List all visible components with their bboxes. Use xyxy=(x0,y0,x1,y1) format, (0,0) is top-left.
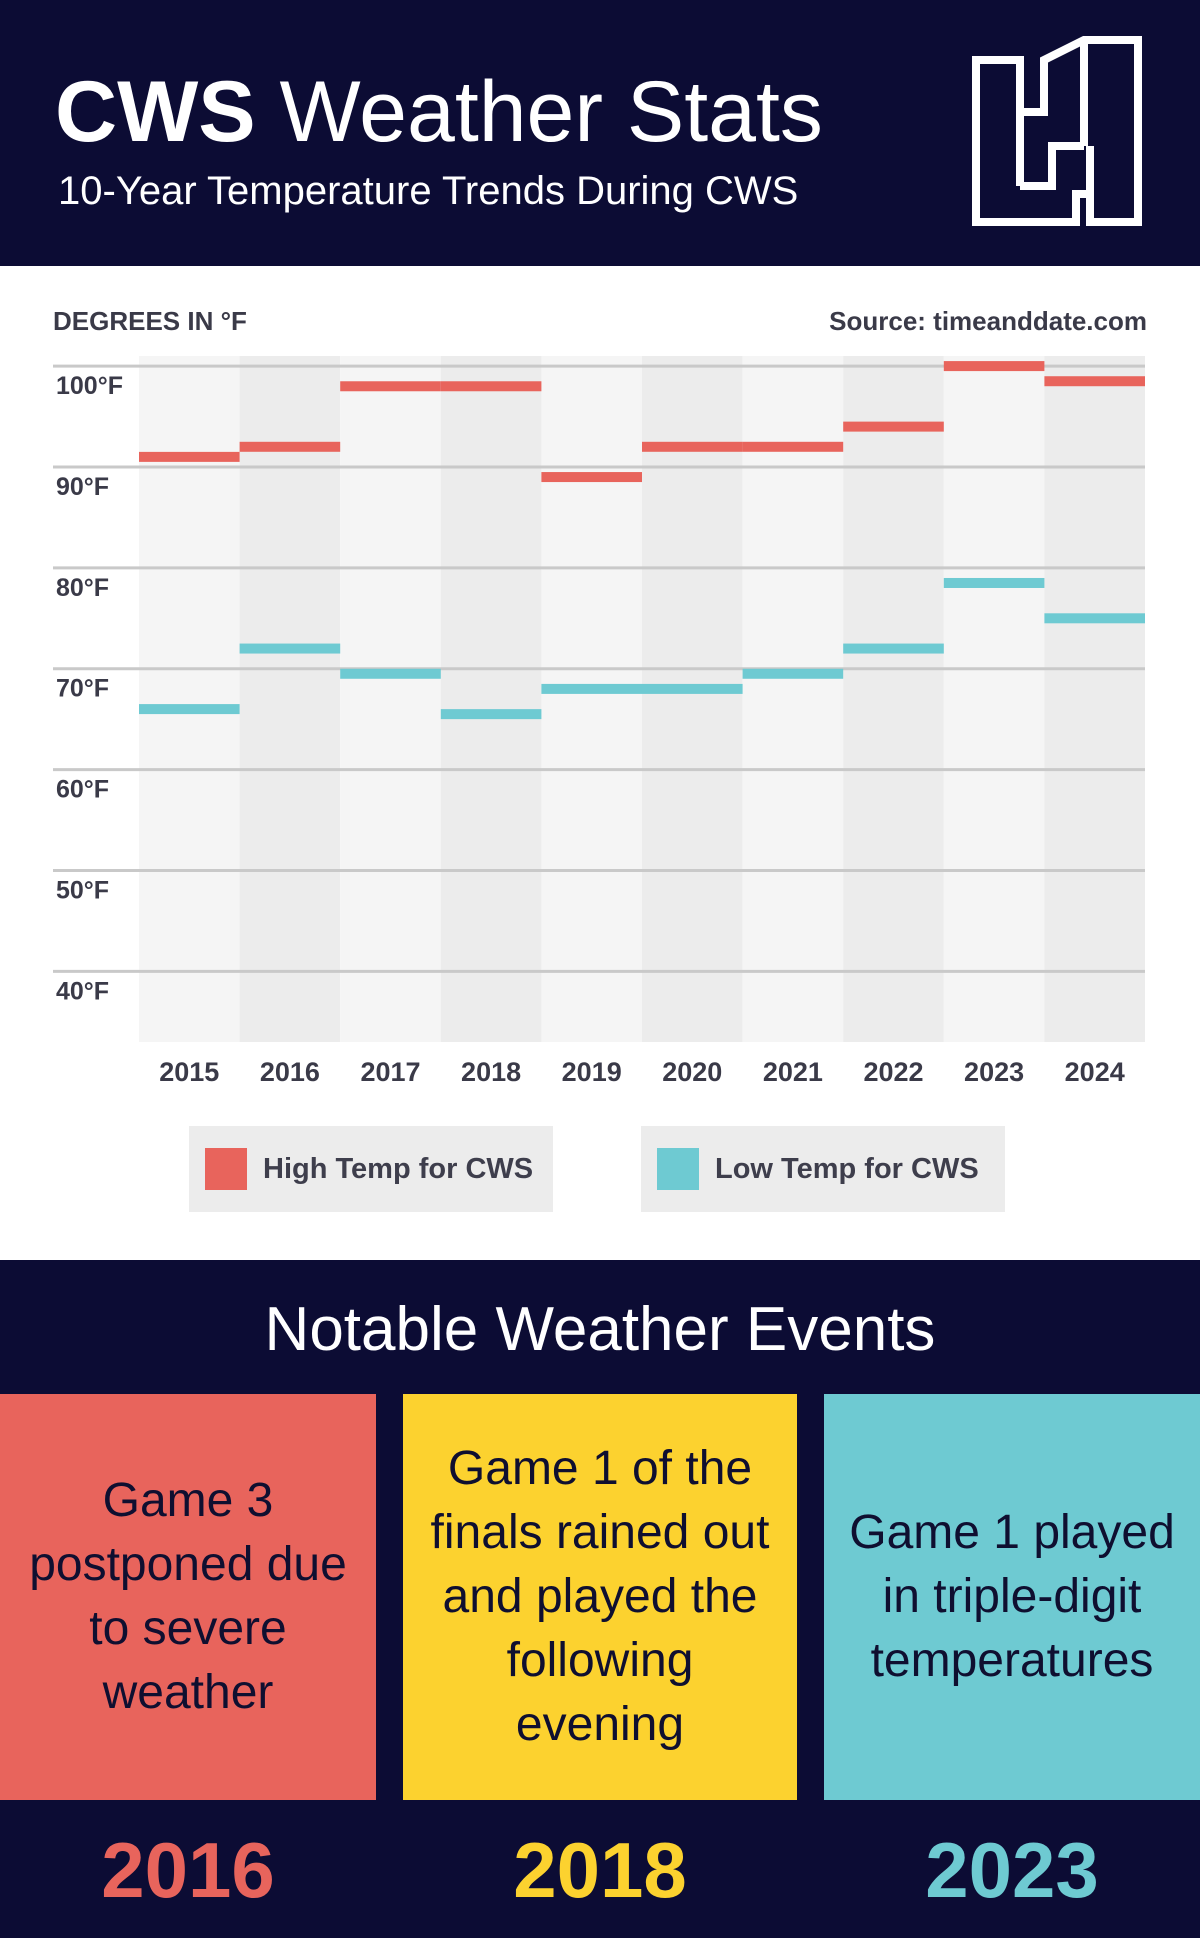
header: CWS Weather Stats 10-Year Temperature Tr… xyxy=(0,0,1200,266)
event-year-2018: 2018 xyxy=(513,1826,687,1914)
high-temp-mark-2017 xyxy=(340,381,441,392)
high-temp-mark-2023 xyxy=(943,361,1045,372)
event-card-2016: Game 3 postponed due to severe weather xyxy=(0,1394,376,1800)
low-temp-mark-2015 xyxy=(139,704,240,715)
x-tick-label: 2020 xyxy=(662,1057,722,1087)
column-bg-2022 xyxy=(843,356,944,1042)
low-temp-mark-2016 xyxy=(239,643,341,654)
low-temp-mark-2019 xyxy=(541,683,642,694)
event-year-2023: 2023 xyxy=(925,1826,1099,1914)
events-title: Notable Weather Events xyxy=(264,1295,936,1364)
high-temp-mark-2022 xyxy=(843,421,944,432)
low-temp-mark-2022 xyxy=(843,643,944,654)
events-section: Notable Weather Events Game 3 postponed … xyxy=(0,1260,1200,1938)
temperature-chart: 100°F 90°F 80°F 70°F 60°F 50°F 40°F 2015 2016 201… xyxy=(53,356,1145,1087)
chart-section: DEGREES IN °F Source: timeanddate.com 10… xyxy=(0,266,1200,1260)
x-tick-label: 2024 xyxy=(1065,1057,1125,1087)
column-bg-2024 xyxy=(1044,356,1145,1042)
event-year-2016: 2016 xyxy=(101,1826,275,1914)
y-tick-label: 40°F xyxy=(56,977,109,1005)
event-text-2023: Game 1 played in triple-digit temperatur… xyxy=(849,1506,1175,1687)
column-bg-2017 xyxy=(340,356,441,1042)
low-temp-mark-2023 xyxy=(943,577,1045,588)
column-bg-2016 xyxy=(239,356,341,1042)
brand-logo-icon xyxy=(972,36,1142,226)
column-bg-2015 xyxy=(139,356,240,1042)
column-bg-2020 xyxy=(642,356,743,1042)
high-temp-mark-2018 xyxy=(440,381,542,392)
y-tick-label: 60°F xyxy=(56,776,109,804)
x-tick-label: 2018 xyxy=(461,1057,521,1087)
low-temp-mark-2017 xyxy=(340,668,441,679)
high-temp-mark-2019 xyxy=(541,472,642,483)
column-bg-2018 xyxy=(440,356,542,1042)
legend-swatch-high xyxy=(205,1148,247,1190)
legend-item-high: High Temp for CWS xyxy=(189,1126,553,1212)
x-tick-label: 2017 xyxy=(360,1057,420,1087)
title-rest: Weather Stats xyxy=(279,64,823,160)
event-card-2018: Game 1 of the finals rained out and play… xyxy=(403,1394,797,1800)
column-bg-2021 xyxy=(742,356,844,1042)
y-tick-label: 100°F xyxy=(56,372,123,400)
title-bold: CWS xyxy=(55,64,256,160)
x-tick-label: 2023 xyxy=(964,1057,1024,1087)
column-bg-2023 xyxy=(943,356,1045,1042)
x-tick-label: 2016 xyxy=(260,1057,320,1087)
x-tick-label: 2022 xyxy=(863,1057,923,1087)
y-tick-label: 90°F xyxy=(56,473,109,501)
x-tick-label: 2015 xyxy=(159,1057,219,1087)
high-temp-mark-2024 xyxy=(1044,376,1145,387)
page-subtitle: 10-Year Temperature Trends During CWS xyxy=(58,169,799,213)
low-temp-mark-2018 xyxy=(440,709,542,720)
low-temp-mark-2024 xyxy=(1044,613,1145,624)
event-text-2016: Game 3 postponed due to severe weather xyxy=(29,1474,347,1719)
x-tick-label: 2019 xyxy=(562,1057,622,1087)
y-axis-title: DEGREES IN °F xyxy=(53,306,247,336)
legend-item-low: Low Temp for CWS xyxy=(641,1126,1005,1212)
legend-swatch-low xyxy=(657,1148,699,1190)
event-text-2018: Game 1 of the finals rained out and play… xyxy=(430,1442,770,1751)
y-tick-label: 80°F xyxy=(56,574,109,602)
x-tick-label: 2021 xyxy=(763,1057,823,1087)
low-temp-mark-2020 xyxy=(642,683,743,694)
legend-label-low: Low Temp for CWS xyxy=(715,1152,979,1185)
y-tick-label: 50°F xyxy=(56,877,109,905)
page-title: CWS Weather Stats xyxy=(55,62,823,162)
y-tick-label: 70°F xyxy=(56,675,109,703)
high-temp-mark-2015 xyxy=(139,451,240,462)
high-temp-mark-2021 xyxy=(742,441,844,452)
column-bg-2019 xyxy=(541,356,642,1042)
source-note: Source: timeanddate.com xyxy=(829,306,1147,336)
high-temp-mark-2016 xyxy=(239,441,341,452)
low-temp-mark-2021 xyxy=(742,668,844,679)
high-temp-mark-2020 xyxy=(642,441,743,452)
legend-label-high: High Temp for CWS xyxy=(263,1152,534,1185)
event-card-2023: Game 1 played in triple-digit temperatur… xyxy=(824,1394,1200,1800)
